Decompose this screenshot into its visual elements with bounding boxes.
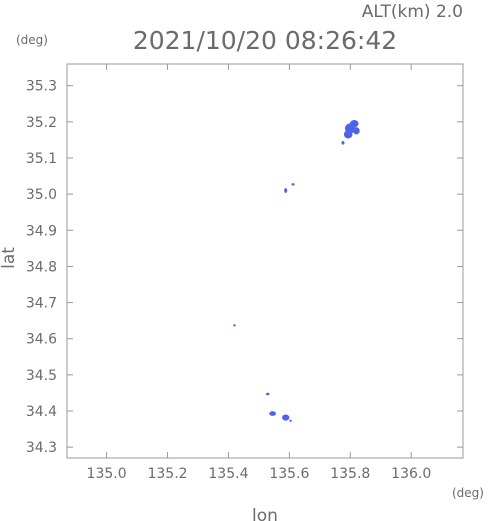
echo-point — [291, 183, 295, 186]
x-axis-label: lon — [252, 506, 278, 521]
echo-point — [233, 324, 236, 327]
y-tick-label: 35.1 — [26, 151, 57, 167]
x-tick-label: 135.4 — [208, 466, 248, 482]
echo-point — [343, 130, 353, 139]
x-tick-label: 135.6 — [269, 466, 309, 482]
echo-point — [265, 392, 270, 396]
echo-point — [282, 414, 290, 421]
echo-point — [289, 419, 292, 422]
y-unit-label: (deg) — [16, 33, 48, 47]
echo-point — [284, 188, 288, 193]
axis-ticks: 135.0 135.2 135.4 135.6 135.8 136.0 34.3 34.4 34… — [26, 64, 463, 482]
x-tick-label: 135.0 — [87, 466, 127, 482]
x-tick-label: 136.0 — [391, 466, 431, 482]
y-tick-label: 35.0 — [26, 187, 57, 203]
chart-title: 2021/10/20 08:26:42 — [133, 26, 397, 55]
y-tick-label: 34.8 — [26, 259, 57, 275]
echo-point — [353, 127, 360, 135]
echo-points — [233, 120, 360, 422]
plot-frame — [66, 63, 464, 459]
y-tick-label: 34.5 — [26, 368, 57, 384]
echo-point — [269, 411, 276, 416]
y-tick-label: 34.9 — [26, 223, 57, 239]
x-tick-label: 135.8 — [330, 466, 370, 482]
echo-point — [341, 140, 345, 145]
y-tick-label: 34.7 — [26, 296, 57, 312]
y-axis-label: lat — [0, 247, 19, 269]
y-tick-label: 34.3 — [26, 440, 57, 456]
y-tick-label: 34.6 — [26, 332, 57, 348]
altitude-label: ALT(km) 2.0 — [362, 2, 463, 22]
y-tick-label: 35.3 — [26, 79, 57, 95]
x-unit-label: (deg) — [452, 486, 484, 500]
y-tick-label: 34.4 — [26, 404, 57, 420]
x-tick-label: 135.2 — [147, 466, 187, 482]
y-tick-label: 35.2 — [26, 115, 57, 131]
